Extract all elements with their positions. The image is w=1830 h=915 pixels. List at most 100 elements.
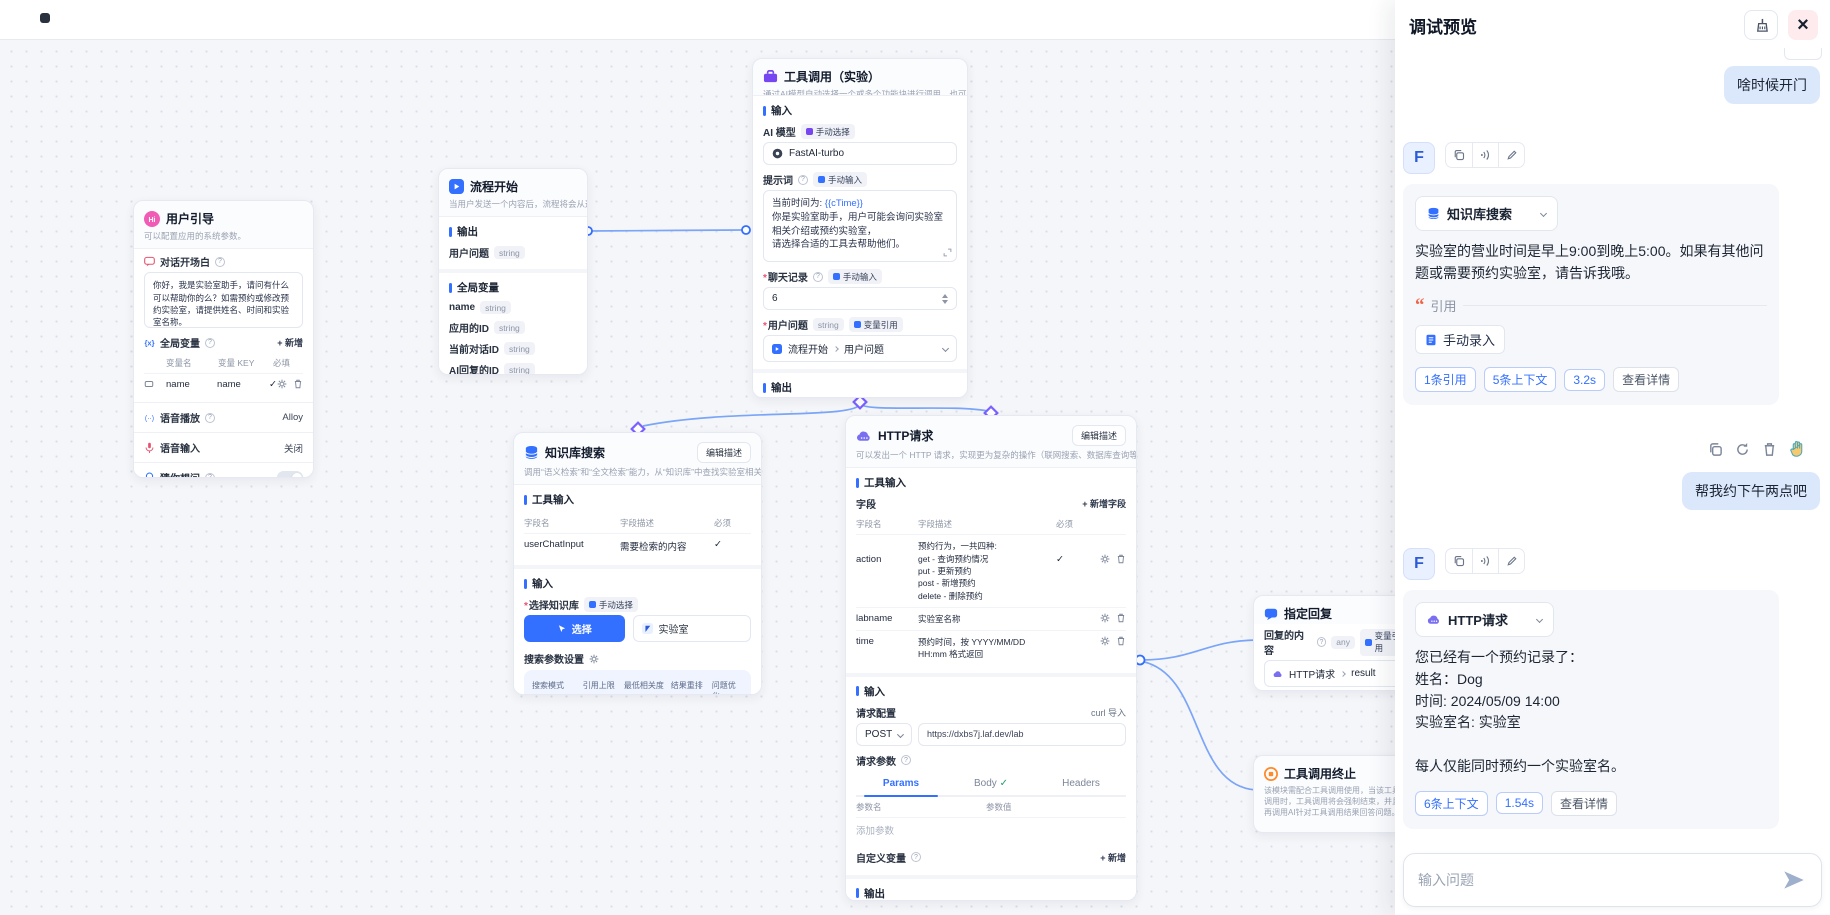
curl-import-link[interactable]: curl 导入 — [1090, 707, 1126, 718]
reply-source-select[interactable]: HTTP请求 result — [1264, 660, 1412, 687]
trash-icon[interactable] — [1116, 613, 1126, 623]
tab-headers[interactable]: Headers — [1062, 777, 1100, 789]
assistant-text: 您已经有一个预约记录了： 姓名：Dog 时间: 2024/05/09 14:00… — [1415, 649, 1625, 774]
trash-icon[interactable] — [1762, 442, 1777, 457]
tab-params[interactable]: Params — [856, 774, 946, 797]
outputs-label: 输出 — [763, 380, 957, 395]
clear-chat-button[interactable] — [1744, 10, 1778, 40]
node-desc: 该模块需配合工具调用使用，当该工具被调用时，工具调用将会强制结束，并且不再调用A… — [1264, 786, 1408, 817]
node-dataset-search[interactable]: 知识库搜索 编辑描述 调用“语义检索”和“全文检索”能力，从“知识库”中查找实验… — [513, 432, 762, 695]
app-menu-icon[interactable] — [40, 13, 50, 23]
model-select[interactable]: FastAI-turbo — [763, 142, 957, 165]
inputs-label: 输入 — [856, 684, 1126, 699]
add-field-button[interactable]: 新增字段 — [1082, 497, 1126, 510]
feedback-hand-icon[interactable] — [1789, 441, 1806, 458]
model-value: FastAI-turbo — [789, 148, 845, 159]
tool-name: HTTP请求 — [1448, 613, 1508, 629]
close-icon[interactable]: × — [1788, 10, 1818, 40]
search-params-label: 搜索参数设置 — [524, 655, 584, 667]
node-http-request[interactable]: HTTP请求 编辑描述 可以发出一个 HTTP 请求，实现更为复杂的操作（联网搜… — [845, 415, 1137, 901]
view-detail-button[interactable]: 查看详情 — [1551, 790, 1618, 816]
retry-icon[interactable] — [1735, 442, 1750, 457]
cursor-icon — [558, 625, 565, 633]
quote-source-chip[interactable]: 手动录入 — [1415, 325, 1506, 355]
fields-table-header: 字段名 字段描述 必须 — [856, 519, 1074, 530]
opening-textarea[interactable]: 你好，我是实验室助手，请问有什么可以帮助你的么？如需预约或修改预约实验室，请提供… — [144, 272, 303, 329]
message-hover-toolbar[interactable] — [1784, 48, 1822, 60]
trash-icon[interactable] — [1116, 636, 1126, 646]
edit-desc-button[interactable]: 编辑描述 — [1071, 425, 1126, 446]
quote-count-badge[interactable]: 1条引用 — [1415, 367, 1476, 393]
gear-icon[interactable] — [1100, 636, 1110, 646]
edit-icon[interactable] — [1498, 549, 1524, 574]
node-title: HTTP请求 — [878, 429, 934, 443]
node-desc: 可以配置应用的系统参数。 — [144, 231, 247, 241]
quote-icon: “ — [1415, 294, 1425, 316]
type-badge: string — [504, 363, 535, 374]
node-flow-start[interactable]: 流程开始 当用户发送一个内容后，流程将会从这个模块开始执行。 输出 用户问题 s… — [438, 168, 588, 375]
copy-icon[interactable] — [1708, 442, 1723, 457]
tool-run-dropdown[interactable]: 知识库搜索 — [1415, 196, 1559, 231]
number-stepper[interactable] — [942, 293, 948, 304]
gear-icon[interactable] — [1100, 554, 1110, 564]
context-count-badge[interactable]: 5条上下文 — [1483, 367, 1557, 393]
tts-icon[interactable] — [1472, 549, 1498, 574]
history-value: 6 — [772, 293, 778, 304]
view-detail-button[interactable]: 查看详情 — [1613, 367, 1680, 393]
edit-desc-button[interactable]: 编辑描述 — [696, 442, 751, 463]
tts-icon[interactable] — [1472, 143, 1498, 167]
copy-icon[interactable] — [1446, 143, 1472, 167]
pick-dataset-button[interactable]: 选择 — [524, 615, 625, 643]
method-select[interactable]: POST — [856, 722, 912, 746]
dataset-chip[interactable]: 实验室 — [632, 615, 751, 643]
prompt-textarea[interactable]: 当前时间为: {{cTime}} 你是实验室助手，用户可能会询问实验室相关介绍或… — [763, 190, 957, 262]
history-count-input[interactable]: 6 — [763, 287, 957, 310]
tool-inputs-label: 工具输入 — [856, 475, 1126, 490]
context-count-badge[interactable]: 6条上下文 — [1415, 790, 1488, 816]
trash-icon[interactable] — [1116, 554, 1126, 564]
gear-icon[interactable] — [589, 654, 599, 664]
field-row-labname[interactable]: labname 实验室名称 — [856, 607, 1126, 630]
var-row-name[interactable]: name name — [144, 373, 303, 395]
add-variable-button[interactable]: 新增 — [277, 336, 303, 349]
trash-icon[interactable] — [293, 379, 303, 389]
user-message: 啥时候开门 — [1724, 66, 1820, 104]
gear-icon[interactable] — [277, 379, 287, 389]
expand-icon[interactable] — [943, 248, 952, 257]
field-row-time[interactable]: time 预约时间，按 YYYY/MM/DD HH:mm 格式返回 — [856, 630, 1126, 666]
field-row-action[interactable]: action 预约行为，一共四种: get - 查询预约情况 put - 更新预… — [856, 534, 1126, 607]
send-icon[interactable] — [1781, 867, 1807, 893]
fields-label: 字段 — [856, 500, 876, 512]
tab-body[interactable]: Body — [946, 774, 1036, 795]
assistant-avatar: F — [1403, 548, 1435, 581]
node-assigned-reply[interactable]: 指定回复 回复的内容? any 变量引用 HTTP请求 result — [1253, 595, 1423, 691]
custom-vars-label: 自定义变量 — [856, 853, 906, 865]
chat-input-box[interactable] — [1403, 853, 1822, 907]
url-input[interactable]: https://dxbs7j.laf.dev/lab — [918, 722, 1126, 746]
edge-start-tool — [587, 229, 745, 232]
voice-input-value[interactable]: 关闭 — [283, 443, 303, 455]
question-source-select[interactable]: 流程开始 用户问题 — [763, 335, 957, 362]
edit-icon[interactable] — [1498, 143, 1524, 167]
var-label: 应用的ID — [449, 324, 489, 336]
node-user-guide[interactable]: Hi 用户引导 可以配置应用的系统参数。 对话开场白? 你好，我是实验室助手，请… — [133, 200, 314, 478]
gear-icon[interactable] — [1100, 613, 1110, 623]
fastgpt-logo-icon — [641, 623, 653, 635]
node-tool-call[interactable]: 工具调用（实验） 通过AI模型自动选择一个或多个功能块进行调用，也可以对插件进行… — [752, 58, 968, 398]
add-custom-var-button[interactable]: 新增 — [1100, 851, 1126, 864]
guess-ask-toggle[interactable] — [277, 471, 303, 477]
node-desc: 通过AI模型自动选择一个或多个功能块进行调用，也可以对插件进行调用。 — [763, 89, 967, 95]
chat-input[interactable] — [1418, 872, 1781, 888]
tool-run-dropdown[interactable]: HTTP请求 — [1415, 602, 1554, 638]
copy-icon[interactable] — [1446, 549, 1472, 573]
help-icon[interactable]: ? — [215, 256, 225, 267]
manual-input-badge: 手动输入 — [813, 172, 868, 187]
help-icon[interactable]: ? — [205, 337, 215, 348]
database-icon — [525, 445, 538, 459]
field-row-userchatinput[interactable]: userChatInput 需要检索的内容 — [524, 533, 751, 558]
voice-play-value[interactable]: Alloy — [282, 412, 303, 424]
edge-tool-dataset — [642, 402, 861, 427]
node-title: 知识库搜索 — [545, 446, 606, 460]
add-param-row[interactable]: 添加参数 — [856, 816, 1126, 842]
